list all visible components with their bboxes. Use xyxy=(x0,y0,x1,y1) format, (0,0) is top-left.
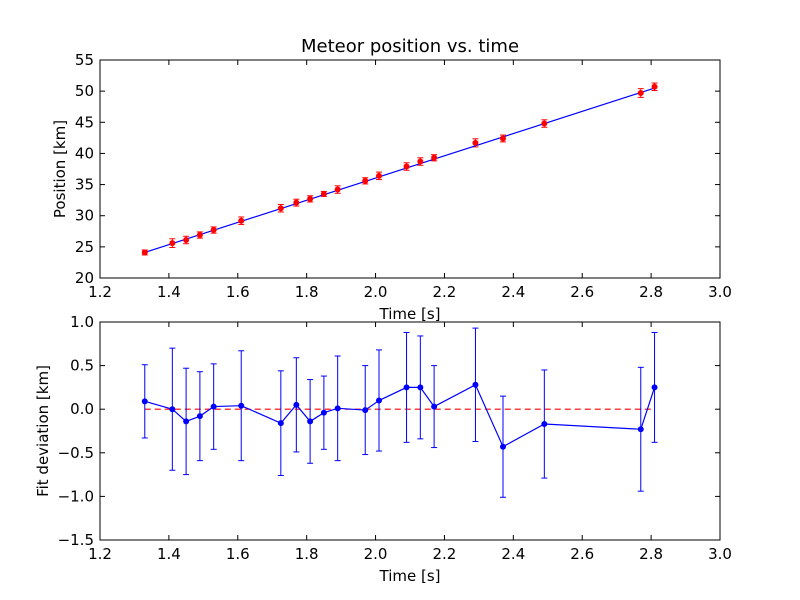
data-point xyxy=(210,227,217,234)
x-tick-label: 1.2 xyxy=(88,545,112,563)
data-point xyxy=(210,403,217,410)
data-point xyxy=(141,398,148,405)
data-point xyxy=(500,135,506,142)
y-tick-label: 0.0 xyxy=(70,400,94,418)
x-tick-label: 2.6 xyxy=(570,545,594,563)
data-point xyxy=(637,426,644,433)
y-tick-label: 50 xyxy=(75,82,94,100)
y-tick-label: 0.5 xyxy=(70,357,94,375)
data-point xyxy=(141,249,148,256)
x-tick-label: 1.2 xyxy=(88,283,112,301)
data-point xyxy=(541,120,548,127)
x-tick-label: 2.6 xyxy=(570,283,594,301)
data-point xyxy=(238,217,245,224)
plot-frame xyxy=(99,321,721,541)
y-tick-label: −0.5 xyxy=(58,444,94,462)
data-point xyxy=(651,384,658,391)
x-axis-ticks: 1.2 1.4 1.6 1.8 2.0 2.2 2.4 2.6 2.8 3.0 xyxy=(88,60,732,301)
data-point xyxy=(541,421,548,428)
data-point xyxy=(472,381,479,388)
y-tick-label: 35 xyxy=(75,176,94,194)
data-point xyxy=(334,186,341,193)
x-tick-label: 2.4 xyxy=(501,545,525,563)
data-point xyxy=(277,420,284,427)
data-point xyxy=(169,240,176,247)
data-point xyxy=(169,406,176,413)
x-tick-label: 2.8 xyxy=(639,283,663,301)
deviation-chart-marks xyxy=(141,327,658,498)
x-tick-label: 1.4 xyxy=(157,283,181,301)
data-point xyxy=(637,90,644,97)
x-tick-label: 2.4 xyxy=(501,283,525,301)
data-point xyxy=(196,232,203,239)
data-point xyxy=(183,237,190,244)
data-point xyxy=(376,172,382,179)
data-point xyxy=(307,195,314,202)
data-point xyxy=(320,409,327,416)
deviation-chart: 1.2 1.4 1.6 1.8 2.0 2.2 2.4 2.6 2.8 3.0 −1.5−1.0−… xyxy=(34,313,732,585)
x-axis-label: Time [s] xyxy=(379,567,441,585)
data-point xyxy=(431,154,438,161)
x-axis-label: Time [s] xyxy=(379,305,441,323)
data-point xyxy=(431,403,438,410)
x-tick-label: 2.0 xyxy=(364,283,388,301)
y-tick-label: 45 xyxy=(75,113,94,131)
data-point xyxy=(651,83,658,90)
y-axis-label: Position [km] xyxy=(51,120,69,218)
data-point xyxy=(362,407,369,414)
x-tick-label: 1.6 xyxy=(226,283,250,301)
y-axis-label: Fit deviation [km] xyxy=(34,365,52,497)
data-point xyxy=(334,405,341,412)
data-point xyxy=(417,384,424,391)
data-point xyxy=(293,401,300,408)
data-point xyxy=(277,205,284,212)
y-tick-label: 40 xyxy=(75,144,94,162)
data-point xyxy=(307,418,314,425)
x-tick-label: 2.2 xyxy=(433,283,457,301)
data-point xyxy=(376,397,382,404)
x-tick-label: 2.0 xyxy=(364,545,388,563)
x-tick-label: 2.8 xyxy=(639,545,663,563)
data-point xyxy=(403,384,410,391)
y-tick-label: −1.5 xyxy=(58,531,94,549)
y-tick-label: 1.0 xyxy=(70,313,94,331)
data-point xyxy=(320,190,327,197)
position-chart: Meteor position vs. time 1.2 1.4 1.6 1.8 2.0… xyxy=(51,36,732,323)
y-tick-label: 55 xyxy=(75,51,94,69)
fit-line xyxy=(144,87,655,254)
data-point xyxy=(196,413,203,420)
chart-title: Meteor position vs. time xyxy=(301,36,519,57)
data-point xyxy=(500,443,506,450)
data-point xyxy=(238,402,245,409)
data-point xyxy=(362,177,369,184)
x-axis-ticks: 1.2 1.4 1.6 1.8 2.0 2.2 2.4 2.6 2.8 3.0 xyxy=(88,322,732,563)
data-point xyxy=(183,418,190,425)
data-point xyxy=(403,163,410,170)
position-chart-marks xyxy=(141,82,658,256)
y-tick-label: 25 xyxy=(75,238,94,256)
x-tick-label: 3.0 xyxy=(708,545,732,563)
x-tick-label: 2.2 xyxy=(433,545,457,563)
x-tick-label: 1.6 xyxy=(226,545,250,563)
x-tick-label: 3.0 xyxy=(708,283,732,301)
y-tick-label: −1.0 xyxy=(58,487,94,505)
plot-frame xyxy=(99,59,721,279)
y-axis-ticks: −1.5 −1.0 −0.5 0.0 0.5 1.0 xyxy=(58,313,720,549)
data-point xyxy=(293,199,300,206)
y-tick-label: 30 xyxy=(75,207,94,225)
x-tick-label: 1.8 xyxy=(295,283,319,301)
x-tick-label: 1.8 xyxy=(295,545,319,563)
data-point xyxy=(472,139,479,146)
y-tick-label: 20 xyxy=(75,269,94,287)
x-tick-label: 1.4 xyxy=(157,545,181,563)
data-point xyxy=(417,158,424,165)
y-axis-ticks: 20 25 30 35 40 45 50 55 xyxy=(75,51,720,287)
